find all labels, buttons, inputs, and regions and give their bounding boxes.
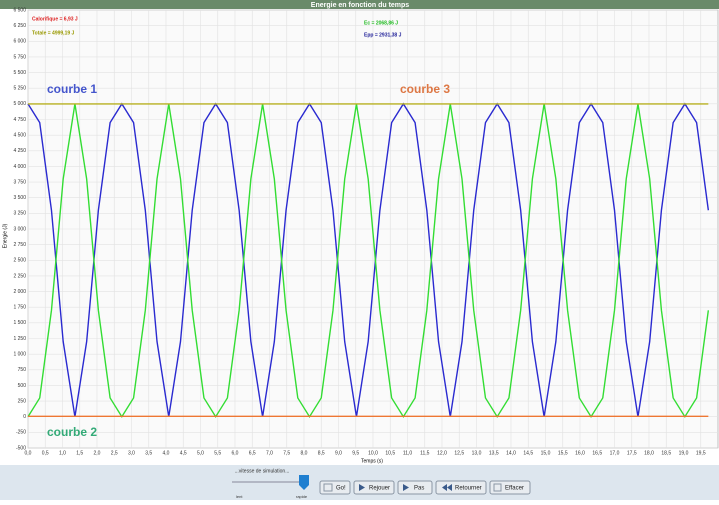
y-tick-label: 1 250 [13,336,26,342]
x-tick-label: 13,0 [472,450,482,456]
y-tick-label: 5 750 [13,54,26,60]
y-tick-label: 4 250 [13,148,26,154]
y-tick-label: 2 500 [13,258,26,264]
x-tick-label: 2,5 [111,450,118,456]
x-tick-label: 9,0 [335,450,342,456]
y-tick-label: 4 500 [13,132,26,138]
button-label: Rejouer [369,486,390,492]
speed-slider[interactable] [299,475,309,490]
x-tick-label: 3,5 [145,450,152,456]
x-tick-label: 12,0 [437,450,447,456]
y-tick-label: 6 000 [13,39,26,45]
x-tick-label: 14,5 [523,450,533,456]
y-tick-label: -500 [16,445,26,451]
x-tick-label: 0,5 [42,450,49,456]
series-line [27,102,710,417]
y-tick-label: 1 500 [13,320,26,326]
x-tick-label: 10,0 [368,450,378,456]
y-axis-label: Energie (J) [2,223,8,248]
y-tick-label: 3 500 [13,195,26,201]
legend-entry: Epp = 2931,38 J [364,32,402,38]
x-tick-label: 5,0 [197,450,204,456]
y-tick-label: 4 750 [13,117,26,123]
y-tick-label: 2 000 [13,289,26,295]
x-tick-label: 19,5 [696,450,706,456]
x-tick-label: 2,0 [94,450,101,456]
go-button[interactable]: Go! [319,480,351,495]
series-line [27,103,710,419]
x-axis-label: Temps (s) [361,458,383,464]
x-tick-label: 15,5 [558,450,568,456]
title-bar [0,0,719,9]
x-tick-label: 7,0 [266,450,273,456]
y-tick-label: 1 000 [13,351,26,357]
x-tick-label: 11,0 [403,450,413,456]
x-tick-label: 16,0 [575,450,585,456]
fast-label: rapide [296,494,308,499]
y-tick-label: -250 [16,430,26,436]
x-tick-label: 7,5 [283,450,290,456]
legend-entry: Ec = 2068,86 J [364,20,398,26]
x-tick-label: 3,0 [128,450,135,456]
x-tick-label: 19,0 [679,450,689,456]
y-tick-label: 2 750 [13,242,26,248]
y-tick-label: 5 500 [13,70,26,76]
y-tick-label: 3 000 [13,226,26,232]
y-tick-label: 250 [18,398,27,404]
x-tick-label: 16,5 [592,450,602,456]
y-tick-label: 0 [23,414,26,420]
clear-button[interactable]: Effacer [489,480,531,495]
slow-label: lent [236,494,243,499]
x-tick-label: 4,0 [163,450,170,456]
legend-entry: Calorifique = 6,93 J [32,16,78,22]
x-tick-label: 11,5 [420,450,430,456]
x-tick-label: 10,5 [385,450,395,456]
x-tick-label: 4,5 [180,450,187,456]
step-button[interactable]: Pas [397,480,433,495]
button-label: Go! [336,486,346,492]
x-tick-label: 17,5 [627,450,637,456]
y-tick-label: 750 [18,367,27,373]
y-tick-label: 500 [18,383,27,389]
annotation: courbe 2 [47,425,97,439]
annotation: courbe 3 [400,82,450,96]
y-tick-label: 5 000 [13,101,26,107]
x-tick-label: 5,5 [214,450,221,456]
x-tick-label: 15,0 [541,450,551,456]
legend-entry: Totale = 4999,19 J [32,30,75,36]
chart-title: Energie en fonction du temps [311,2,410,9]
x-tick-label: 18,5 [661,450,671,456]
button-label: Effacer [505,486,524,492]
x-tick-label: 14,0 [506,450,516,456]
x-tick-label: 18,0 [644,450,654,456]
y-tick-label: 5 250 [13,86,26,92]
x-tick-label: 0,0 [25,450,32,456]
y-tick-label: 4 000 [13,164,26,170]
x-tick-label: 13,5 [489,450,499,456]
y-tick-label: 3 250 [13,211,26,217]
x-tick-label: 1,0 [59,450,66,456]
x-tick-label: 8,5 [318,450,325,456]
replay-button[interactable]: Rejouer [353,480,395,495]
y-tick-label: 1 750 [13,305,26,311]
x-tick-label: 8,0 [301,450,308,456]
x-tick-label: 1,5 [76,450,83,456]
x-tick-label: 17,0 [610,450,620,456]
y-tick-label: 2 250 [13,273,26,279]
button-label: Retourner [455,486,482,492]
button-label: Pas [414,486,424,492]
y-tick-label: 6 250 [13,23,26,29]
annotation: courbe 1 [47,82,97,96]
back-button[interactable]: Retourner [435,480,487,495]
x-tick-label: 6,5 [249,450,256,456]
speed-label: ...vitesse de simulation... [235,468,290,474]
x-tick-label: 9,5 [352,450,359,456]
y-tick-label: 6 500 [13,7,26,13]
x-tick-label: 6,0 [232,450,239,456]
x-tick-label: 12,5 [454,450,464,456]
y-tick-label: 3 750 [13,179,26,185]
